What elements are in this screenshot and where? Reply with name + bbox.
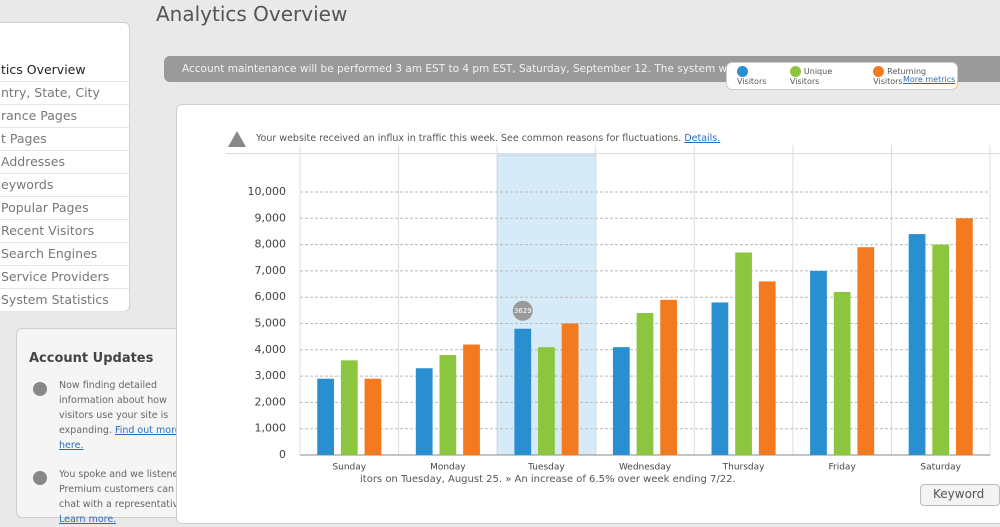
legend-entry: Returning Visitors	[873, 66, 957, 86]
tooltip-text: 3629	[514, 307, 532, 315]
nav-item[interactable]: tics Overview	[0, 59, 129, 82]
bar	[463, 344, 480, 455]
bar	[538, 347, 555, 455]
update-icon	[33, 382, 47, 396]
x-tick-label: Monday	[430, 463, 466, 473]
sidebar-nav: tics Overview ntry, State, City rance Page…	[0, 22, 130, 312]
alert-icon	[228, 131, 246, 147]
legend-swatch	[873, 66, 885, 77]
y-tick-label: 8,000	[255, 238, 287, 251]
nav-item[interactable]: eywords	[0, 174, 129, 197]
x-tick-label: Thursday	[722, 463, 766, 473]
alert: Your website received an influx in traff…	[226, 124, 1000, 154]
x-tick-label: Sunday	[332, 463, 366, 473]
y-tick-label: 7,000	[255, 264, 287, 277]
bar	[340, 360, 358, 455]
legend-label: Visitors	[737, 77, 767, 86]
bar	[636, 312, 654, 455]
update-text: Now finding detailed information about h…	[59, 380, 169, 436]
chart: 0 1,000 2,000 3,000 4,000 5,000 6,000 7,000 8,00…	[248, 145, 991, 473]
nav-item[interactable]: Search Engines	[0, 243, 129, 266]
updates-title: Account Updates	[29, 351, 154, 366]
legend-label: Returning Visitors	[873, 67, 927, 86]
nav-item[interactable]: Service Providers	[0, 266, 129, 289]
bar	[660, 299, 678, 455]
nav-item[interactable]: t Pages	[0, 128, 129, 151]
bar	[833, 291, 851, 455]
update-link[interactable]: Find out more here.	[59, 425, 181, 451]
alert-text: Your website received an influx in traff…	[256, 133, 682, 144]
update-icon	[33, 471, 47, 485]
keyword-button[interactable]: Keyword	[920, 484, 1000, 506]
bar	[735, 252, 752, 455]
x-tick-label: Saturday	[920, 463, 961, 473]
legend-label: Unique Visitors	[789, 67, 833, 86]
bar	[514, 328, 532, 455]
update-link[interactable]: Learn more.	[59, 514, 117, 525]
x-tick-label: Tuesday	[527, 463, 565, 473]
legend-swatch	[789, 66, 801, 77]
y-tick-label: 4,000	[255, 343, 287, 356]
bar	[711, 302, 729, 455]
nav-item[interactable]: ntry, State, City	[0, 82, 129, 105]
nav-item[interactable]: Popular Pages	[0, 197, 129, 220]
y-tick-label: 2,000	[255, 395, 287, 408]
bar	[364, 378, 382, 455]
y-tick-label: 10,000	[248, 185, 287, 198]
bar	[908, 234, 926, 455]
update-item: Now finding detailed information about h…	[29, 378, 199, 453]
legend-swatch	[737, 66, 748, 77]
more-metrics[interactable]: More metrics	[903, 75, 956, 84]
tooltip-bubble	[512, 300, 533, 321]
y-tick-label: 5,000	[255, 317, 287, 330]
y-tick-label: 1,000	[255, 422, 287, 435]
y-tick-label: 6,000	[255, 290, 287, 303]
nav-item[interactable]: Recent Visitors	[0, 220, 129, 243]
bar	[415, 368, 433, 455]
x-tick-label: Friday	[829, 463, 857, 473]
alert-link[interactable]: Details.	[684, 133, 721, 144]
bar	[612, 347, 630, 455]
bar	[439, 355, 457, 455]
bar	[317, 378, 335, 455]
bar	[758, 281, 776, 455]
page-title: Analytics Overview	[156, 2, 348, 26]
y-tick-label: 0	[279, 448, 286, 461]
y-tick-label: 9,000	[255, 211, 287, 224]
y-tick-label: 3,000	[255, 369, 287, 382]
legend: Visitors Unique Visitors Returning Visitor…	[726, 62, 958, 90]
footer-note: itors on Tuesday, August 25. » An increa…	[360, 474, 736, 485]
bar	[561, 323, 579, 455]
bar	[857, 247, 875, 455]
nav-item[interactable]: rance Pages	[0, 105, 129, 128]
x-tick-label: Wednesday	[619, 463, 672, 473]
bar	[955, 218, 973, 455]
nav-item[interactable]: Addresses	[0, 151, 129, 174]
bar	[932, 244, 950, 455]
nav-item[interactable]: System Statistics	[0, 289, 129, 312]
bar	[810, 270, 827, 455]
legend-entry: Unique Visitors	[789, 66, 863, 86]
legend-entry: Visitors	[737, 66, 780, 86]
